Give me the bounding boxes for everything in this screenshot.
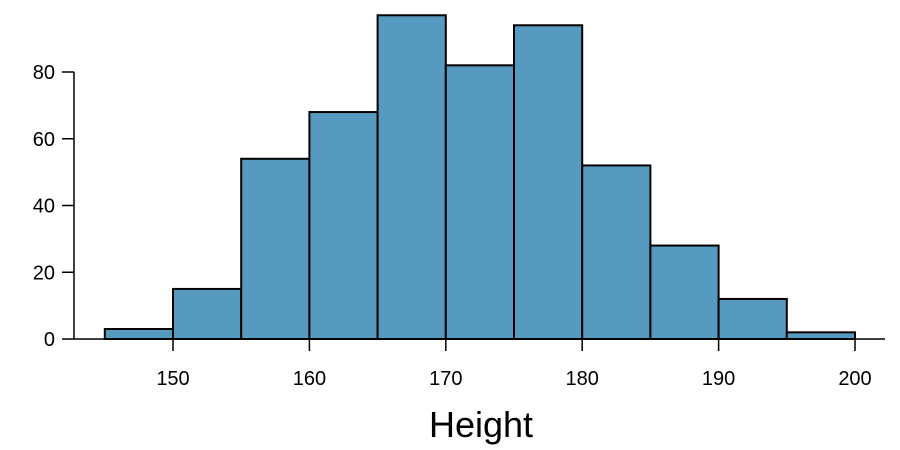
y-tick-label: 40 [33, 196, 55, 218]
y-tick-label: 60 [33, 129, 55, 151]
x-tick-label: 190 [702, 368, 735, 390]
histogram-bar [308, 111, 379, 340]
y-axis: 0 20 40 60 80 [33, 62, 75, 351]
x-tick-label: 150 [156, 368, 189, 390]
histogram-bar [717, 297, 788, 341]
y-tick-label: 20 [33, 262, 55, 284]
x-tick-label: 200 [838, 368, 871, 390]
y-tick-label: 80 [33, 62, 55, 84]
histogram-bar [513, 24, 584, 341]
y-tick-label: 0 [44, 329, 55, 351]
x-tick-label: 180 [566, 368, 599, 390]
histogram-bars [103, 14, 856, 341]
histogram-bar [103, 327, 174, 340]
histogram-bar [785, 331, 856, 341]
x-tick-label: 160 [293, 368, 326, 390]
x-tick-label: 170 [429, 368, 462, 390]
x-axis: 150 160 170 180 190 200 [73, 338, 885, 390]
histogram-bar [649, 244, 720, 340]
x-axis-title: Height [429, 404, 533, 445]
histogram-bar [444, 64, 515, 340]
histogram-bar [376, 14, 447, 340]
histogram-bar [240, 157, 311, 340]
histogram-bar [172, 287, 243, 340]
histogram-bar [581, 164, 652, 340]
